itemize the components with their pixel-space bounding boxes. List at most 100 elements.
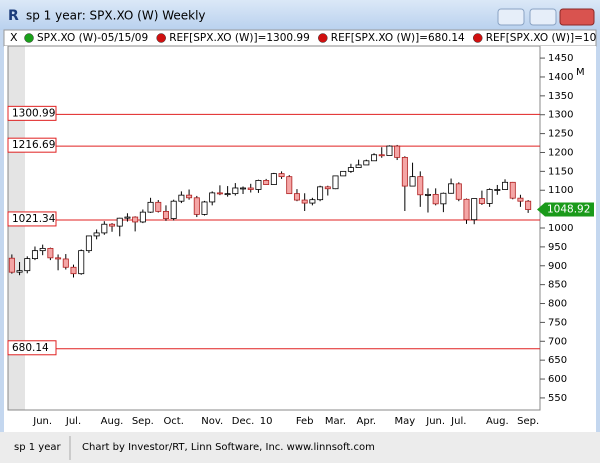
status-right: Chart by Investor/RT, Linn Software, Inc…	[82, 442, 375, 453]
status-bar	[0, 432, 600, 463]
candle-body	[517, 197, 524, 202]
x-tick-label: Aug.	[101, 416, 124, 427]
x-tick-label: Jun.	[32, 416, 52, 427]
reference-label-box	[7, 137, 57, 153]
reference-label: 1216.69	[12, 139, 55, 151]
x-tick-label: Sep.	[132, 416, 154, 427]
candle-body	[178, 194, 185, 202]
app-icon: R	[8, 8, 19, 24]
candle-body	[70, 266, 77, 275]
x-tick-label: Jul.	[65, 416, 81, 427]
reference-label-box	[7, 340, 57, 356]
close-button[interactable]	[559, 8, 595, 26]
candle-body	[255, 180, 262, 190]
maximize-button[interactable]	[529, 8, 557, 26]
candle-body	[170, 200, 177, 219]
candle-body	[24, 258, 31, 272]
candle-body	[301, 199, 308, 204]
candle-body	[47, 247, 54, 259]
candle-body	[340, 170, 347, 177]
candle-body	[93, 232, 100, 237]
x-tick-label: Mar.	[325, 416, 346, 427]
candle-body	[278, 173, 285, 178]
legend-text: REF[SPX.XO (W)]=10	[486, 32, 597, 44]
x-tick-label: Sep.	[517, 416, 539, 427]
y-tick-label: 850	[548, 280, 567, 291]
candle-body	[525, 200, 532, 210]
candle-body	[401, 156, 408, 187]
candle-body	[309, 199, 316, 204]
y-tick-label: 550	[548, 393, 567, 404]
x-tick-label: Apr.	[357, 416, 377, 427]
candle-body	[201, 201, 208, 215]
y-tick-label: 1350	[548, 91, 573, 102]
candle-body	[478, 198, 485, 204]
candle-body	[417, 176, 424, 196]
candle-body	[270, 173, 277, 185]
candle-body	[378, 154, 385, 157]
y-tick-label: 1200	[548, 147, 573, 158]
candle-body	[448, 183, 455, 194]
legend-dot	[24, 33, 34, 43]
candle-body	[62, 258, 69, 268]
y-tick-label: 800	[548, 299, 567, 310]
legend-dot	[156, 33, 166, 43]
last-value-label: 1048.92	[547, 204, 590, 216]
candle-body	[101, 223, 108, 234]
x-tick-label: 10	[260, 416, 273, 427]
candle-body	[39, 247, 46, 252]
candle-body	[186, 194, 193, 199]
candle-body	[455, 183, 462, 200]
y-tick-label: 1000	[548, 223, 573, 234]
y-tick-label: 950	[548, 242, 567, 253]
reference-label-box	[7, 105, 57, 121]
candle-body	[332, 175, 339, 190]
candle-body	[209, 192, 216, 203]
legend-text: SPX.XO (W)-05/15/09	[37, 32, 148, 44]
candle-body	[116, 217, 123, 227]
candle-body	[324, 186, 331, 190]
candle-body	[232, 187, 239, 195]
legend-dot	[472, 33, 483, 43]
chart-area	[4, 46, 596, 432]
candle-body	[55, 257, 62, 260]
candle-body	[8, 257, 15, 273]
candle-body	[155, 201, 162, 212]
candle-body	[263, 180, 270, 185]
y-tick-label: 1250	[548, 129, 573, 140]
candle-body	[463, 198, 470, 221]
candle-body	[363, 160, 370, 166]
last-value-marker	[537, 202, 594, 217]
candle-body	[224, 193, 231, 196]
candle-body	[371, 154, 378, 162]
legend-dot	[318, 33, 328, 43]
candle-body	[386, 145, 393, 156]
candle-body	[432, 193, 439, 205]
candle-body	[16, 270, 23, 273]
minimize-button[interactable]	[497, 8, 525, 26]
candle-body	[132, 216, 139, 223]
shaded-region	[8, 46, 25, 410]
y-tick-label: 700	[548, 336, 567, 347]
candle-body	[440, 192, 447, 205]
candle-body	[424, 193, 431, 196]
y-tick-label: 650	[548, 355, 567, 366]
legend-close[interactable]: X	[10, 31, 18, 44]
candle-body	[216, 192, 223, 195]
candle-body	[502, 181, 509, 190]
x-tick-label: Dec.	[232, 416, 255, 427]
window-title: sp 1 year: SPX.XO (W) Weekly	[26, 9, 206, 23]
candle-body	[286, 176, 293, 195]
candle-body	[147, 201, 154, 213]
reference-label: 1300.99	[12, 107, 55, 119]
candle-body	[471, 198, 478, 221]
y-tick-label: 1150	[548, 166, 573, 177]
y-tick-label: 1450	[548, 53, 573, 64]
x-tick-label: Aug.	[486, 416, 509, 427]
candle-body	[409, 176, 416, 187]
x-tick-label: Feb	[296, 416, 314, 427]
y-tick-label: 900	[548, 261, 567, 272]
legend-text: REF[SPX.XO (W)]=1300.99	[169, 32, 310, 44]
y-tick-label: 1300	[548, 110, 573, 121]
